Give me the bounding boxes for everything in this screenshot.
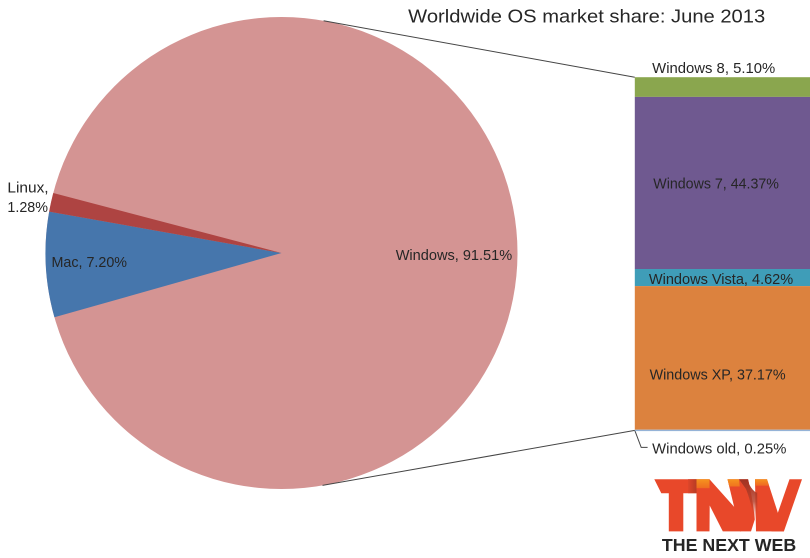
- svg-text:Windows XP, 37.17%: Windows XP, 37.17%: [650, 368, 786, 384]
- svg-text:Mac, 7.20%: Mac, 7.20%: [52, 255, 128, 271]
- svg-text:THE NEXT WEB: THE NEXT WEB: [662, 535, 796, 555]
- svg-text:Linux,: Linux,: [7, 181, 48, 197]
- svg-text:1.28%: 1.28%: [7, 200, 48, 216]
- svg-text:Windows old, 0.25%: Windows old, 0.25%: [652, 441, 786, 457]
- svg-text:Windows 7, 44.37%: Windows 7, 44.37%: [653, 177, 779, 193]
- svg-text:Windows Vista, 4.62%: Windows Vista, 4.62%: [649, 272, 793, 288]
- svg-text:Worldwide OS market share: Jun: Worldwide OS market share: June 2013: [408, 5, 765, 26]
- svg-text:Windows, 91.51%: Windows, 91.51%: [396, 248, 513, 264]
- svg-text:Windows 8, 5.10%: Windows 8, 5.10%: [652, 61, 775, 77]
